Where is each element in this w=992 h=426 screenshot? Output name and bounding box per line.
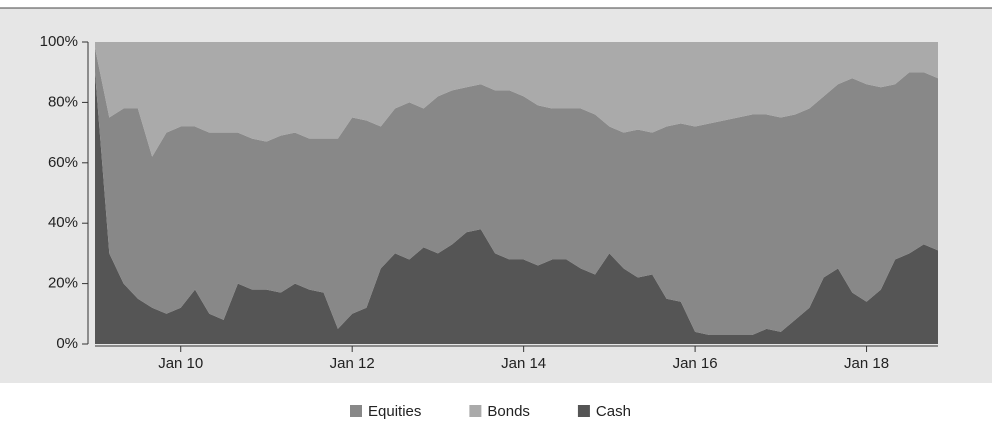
y-tick-label: 100% bbox=[40, 33, 78, 50]
x-tick-label: Jan 14 bbox=[501, 355, 546, 372]
x-tick-label: Jan 16 bbox=[673, 355, 718, 372]
legend-swatch bbox=[350, 405, 362, 417]
y-tick-label: 40% bbox=[48, 214, 78, 231]
y-tick-label: 60% bbox=[48, 154, 78, 171]
x-tick-label: Jan 12 bbox=[330, 355, 375, 372]
y-tick-label: 80% bbox=[48, 93, 78, 110]
legend-label: Equities bbox=[368, 403, 421, 420]
x-tick-label: Jan 10 bbox=[158, 355, 203, 372]
legend-swatch bbox=[469, 405, 482, 417]
x-tick-label: Jan 18 bbox=[844, 355, 889, 372]
area bbox=[95, 48, 938, 335]
legend-label: Bonds bbox=[487, 403, 530, 420]
legend-swatch bbox=[577, 405, 590, 417]
y-tick-label: 0% bbox=[56, 335, 78, 352]
area bbox=[95, 72, 938, 344]
area bbox=[95, 42, 938, 157]
legend-label: Cash bbox=[596, 403, 631, 420]
y-tick-label: 20% bbox=[48, 275, 78, 292]
